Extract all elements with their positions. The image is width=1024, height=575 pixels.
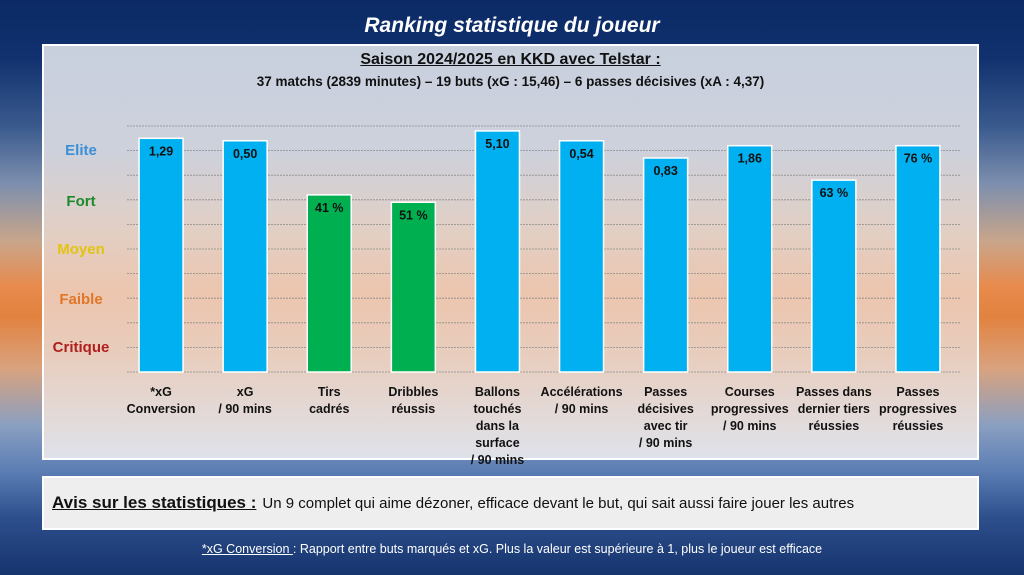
category-label: *xG Conversion	[117, 384, 205, 418]
category-label-line: Passes	[644, 385, 688, 399]
category-label-line: décisives	[637, 402, 694, 416]
bar-value-label: 5,10	[485, 137, 509, 151]
category-label-line: progressives	[710, 402, 789, 416]
category-label: xG / 90 mins	[201, 384, 289, 418]
category-label: Tirs cadrés	[285, 384, 373, 418]
bar-value-label: 76 %	[904, 152, 933, 166]
tier-label-moyen: Moyen	[57, 241, 105, 258]
category-label: Passes dans dernier tiers réussies	[790, 384, 878, 435]
tier-label-fort: Fort	[66, 193, 96, 210]
bar-value-label: 51 %	[399, 208, 428, 222]
category-label: Dribbles réussis	[369, 384, 457, 418]
season-title: Saison 2024/2025 en KKD avec Telstar :	[360, 51, 661, 68]
bar	[474, 130, 521, 373]
category-label-line: Tirs	[317, 385, 341, 399]
category-label: Ballons touchés dans la surface / 90 mins	[453, 384, 541, 469]
bar-value-label: 0,83	[653, 164, 677, 178]
bar-value-label: 0,54	[569, 147, 593, 161]
category-label-line: / 90 mins	[470, 453, 525, 467]
footnote: *xG Conversion : Rapport entre buts marq…	[0, 542, 1024, 556]
bar	[390, 201, 437, 373]
category-label-line: Accélérations	[540, 385, 623, 399]
category-label-line: Courses	[724, 385, 775, 399]
season-summary: 37 matchs (2839 minutes) – 19 buts (xG :…	[256, 74, 765, 89]
category-label-line: cadrés	[309, 402, 350, 416]
category-label-line: réussies	[892, 419, 944, 433]
bar	[222, 140, 268, 373]
footnote-lead: *xG Conversion	[201, 542, 293, 556]
chart-panel: Saison 2024/2025 en KKD avec Telstar : 3…	[42, 44, 979, 467]
category-label-line: touchés	[473, 402, 522, 416]
tier-label-faible: Faible	[59, 291, 103, 308]
category-label-line: dans la surface	[475, 419, 520, 450]
opinion-box: Avis sur les statistiques : Un 9 complet…	[42, 476, 979, 530]
category-label-line: avec tir	[643, 419, 688, 433]
category-label-line: Passes	[896, 385, 940, 399]
category-label: Passes progressives réussies	[874, 384, 962, 435]
bar-value-label: 63 %	[820, 186, 849, 200]
footnote-text: : Rapport entre buts marqués et xG. Plus…	[292, 542, 823, 556]
category-label-line: / 90 mins	[218, 402, 272, 416]
category-label-line: Dribbles	[388, 385, 439, 399]
category-label-line: / 90 mins	[723, 419, 777, 433]
category-label-line: xG	[236, 385, 254, 399]
tier-label-critique: Critique	[52, 339, 110, 356]
category-label-line: réussis	[391, 402, 436, 416]
bar-value-label: 41 %	[315, 201, 344, 215]
tier-label-elite: Elite	[65, 142, 97, 159]
category-label-line: Conversion	[126, 402, 196, 416]
bar	[727, 144, 773, 373]
bar-value-label: 1,29	[149, 144, 173, 158]
bar	[138, 137, 184, 373]
bar-value-label: 0,50	[233, 147, 257, 161]
category-label: Accélérations / 90 mins	[538, 384, 626, 418]
category-label-line: *xG	[150, 385, 172, 399]
category-label: Passes décisives avec tir / 90 mins	[622, 384, 710, 452]
main-title: Ranking statistique du joueur	[364, 14, 660, 37]
bar	[558, 140, 605, 373]
category-label-line: dernier tiers	[797, 402, 870, 416]
opinion-lead: Avis sur les statistiques :	[52, 493, 257, 512]
category-label-line: réussies	[808, 419, 860, 433]
category-label: Courses progressives / 90 mins	[706, 384, 794, 435]
category-label-line: / 90 mins	[554, 402, 609, 416]
bar	[811, 179, 857, 373]
bar	[895, 144, 941, 373]
bar	[306, 194, 352, 373]
bar	[642, 157, 689, 373]
opinion-text: Un 9 complet qui aime dézoner, efficace …	[262, 494, 855, 512]
category-label-line: Ballons	[474, 385, 521, 399]
bar-chart: 1,29 0,50 41 % 51 % 5,10 0,54 0,83 1,86 63 % 76 %	[127, 125, 960, 373]
bar-value-label: 1,86	[738, 152, 762, 166]
category-label-line: Passes dans	[795, 385, 872, 399]
category-label-line: progressives	[879, 402, 957, 416]
category-label-line: / 90 mins	[638, 436, 693, 450]
